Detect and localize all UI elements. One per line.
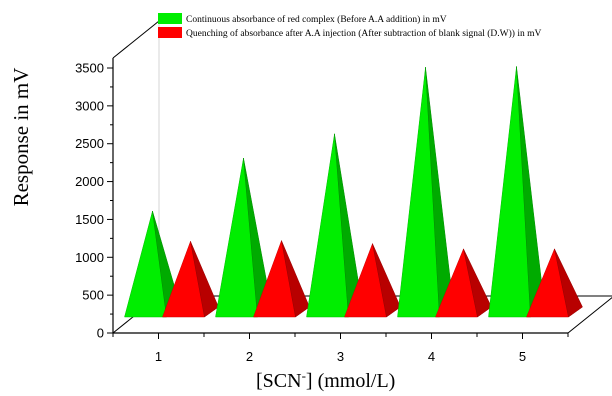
x-axis: 1 2 3 4 5 xyxy=(112,332,569,364)
bar-red xyxy=(162,240,219,318)
bar-red xyxy=(526,248,583,318)
x-tick-label: 4 xyxy=(428,349,435,364)
x-tick-label: 1 xyxy=(155,349,162,364)
bar-side-face xyxy=(554,248,583,318)
legend: Continuous absorbance of red complex (Be… xyxy=(158,13,541,39)
x-axis-title-tail: ] (mmol/L) xyxy=(306,370,395,392)
bar-green xyxy=(488,66,545,318)
legend-swatch-red xyxy=(158,27,182,38)
x-tick-label: 2 xyxy=(246,349,253,364)
x-axis-title-main: [SCN xyxy=(256,370,302,392)
back-wall-edge xyxy=(112,20,160,59)
x-axis-title: [SCN-] (mmol/L) xyxy=(256,368,395,392)
y-tick-label: 3500 xyxy=(75,61,104,76)
bar-series xyxy=(124,66,583,318)
y-tick-label: 0 xyxy=(97,326,104,341)
y-axis: 0 500 1000 1500 2000 2500 3000 3500 xyxy=(75,58,114,341)
bar-red xyxy=(435,248,492,318)
bar-green xyxy=(306,133,363,318)
y-tick-label: 2500 xyxy=(75,136,104,151)
bar-side-face xyxy=(372,243,401,318)
bar-side-face xyxy=(190,241,219,318)
y-tick-label: 1000 xyxy=(75,250,104,265)
bar-red xyxy=(344,242,401,318)
legend-swatch-green xyxy=(158,13,182,24)
x-tick-label: 5 xyxy=(519,349,526,364)
legend-label-red: Quenching of absorbance after A.A inject… xyxy=(186,28,541,39)
bar-green xyxy=(397,67,454,318)
y-tick-label: 500 xyxy=(82,288,104,303)
x-tick-label: 3 xyxy=(337,349,344,364)
y-tick-label: 2000 xyxy=(75,174,104,189)
bar-green xyxy=(215,157,272,318)
y-tick-label: 3000 xyxy=(75,98,104,113)
x-axis-title-superscript: - xyxy=(302,368,306,383)
y-tick-label: 1500 xyxy=(75,212,104,227)
y-axis-title: Response in mV xyxy=(9,68,33,207)
bar-side-face xyxy=(463,248,492,318)
bar-red xyxy=(253,239,310,318)
bar-side-face xyxy=(281,240,310,318)
legend-label-green: Continuous absorbance of red complex (Be… xyxy=(186,14,447,25)
